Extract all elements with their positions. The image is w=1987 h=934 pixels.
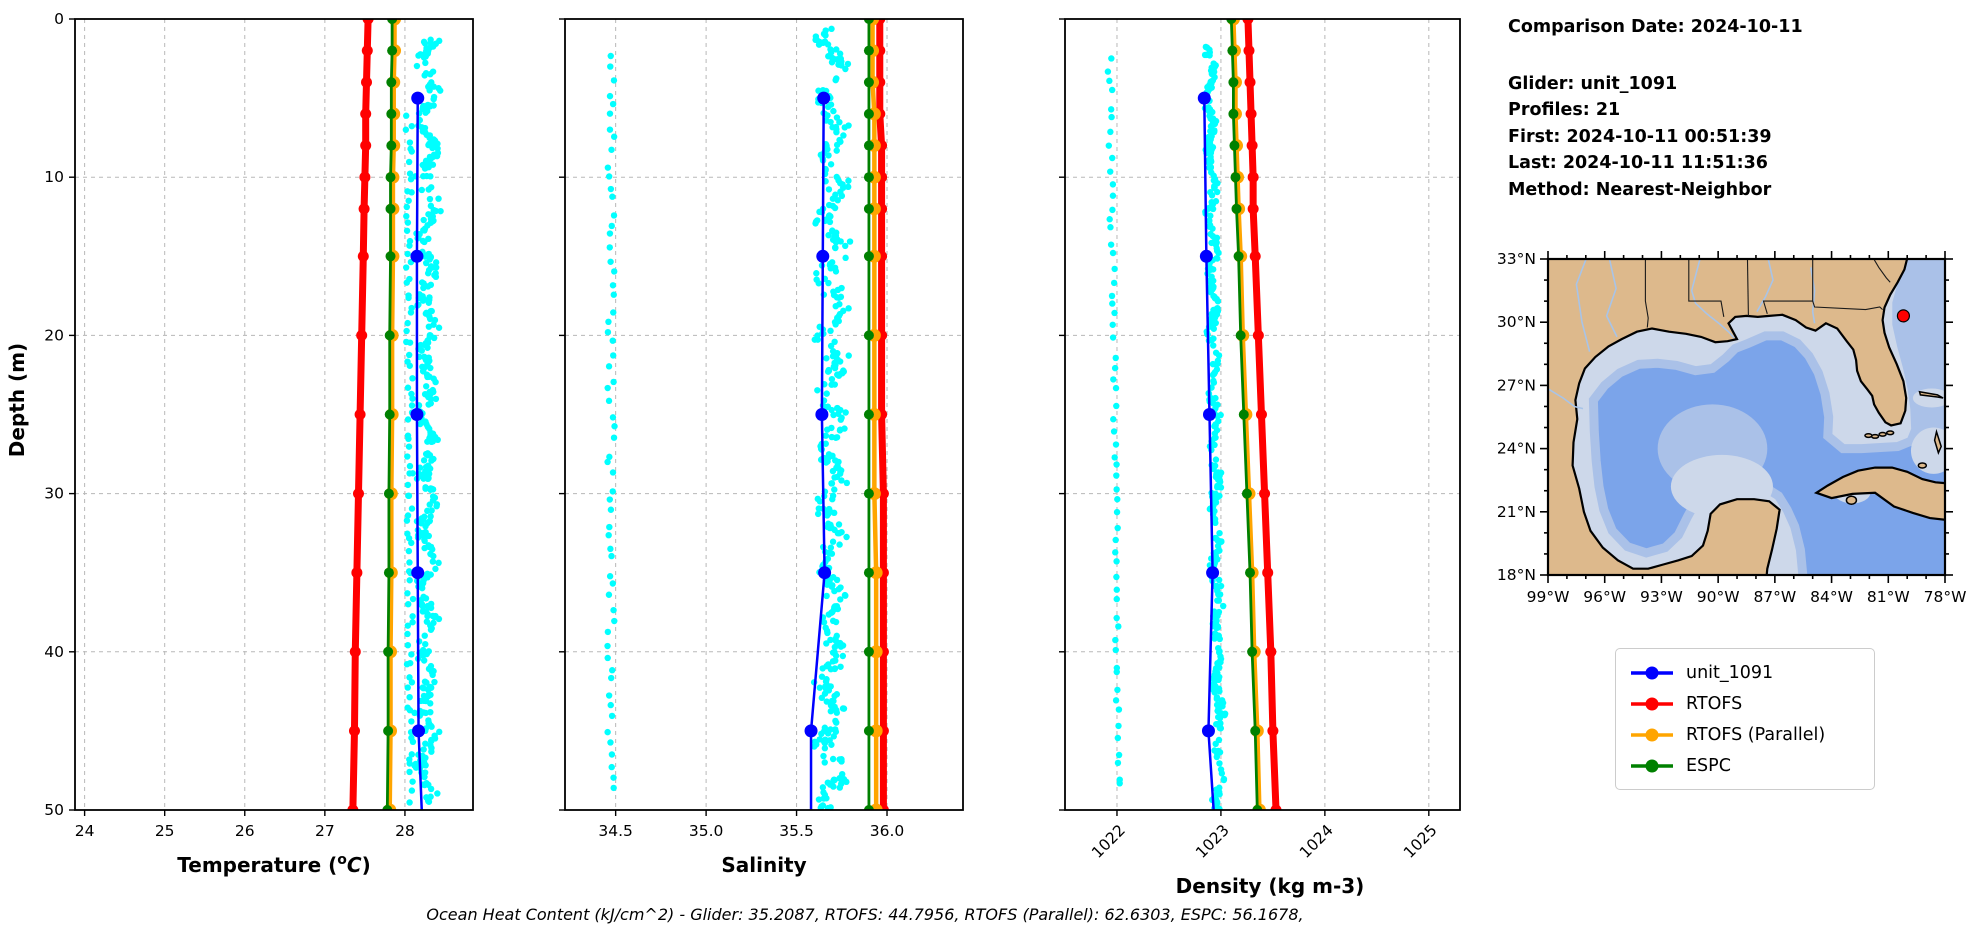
- svg-text:1024: 1024: [1296, 821, 1337, 862]
- svg-text:0: 0: [54, 10, 64, 28]
- glider-raw-points: [604, 25, 854, 810]
- first-timestamp-text: First: 2024-10-11 00:51:39: [1508, 126, 1772, 147]
- svg-text:26: 26: [235, 822, 255, 840]
- svg-text:10: 10: [44, 168, 64, 186]
- svg-text:27°N: 27°N: [1497, 376, 1536, 394]
- density-profile-plot: 1022 1023 1024 1025 Density (kg m-3): [1059, 18, 1461, 898]
- y-axis-label: Depth (m): [5, 343, 29, 457]
- glider-location-marker: [1896, 309, 1911, 323]
- series-unit-1091: [410, 91, 426, 810]
- legend-line-dot-swatch: [1631, 728, 1673, 741]
- series-unit-1091: [1197, 91, 1220, 810]
- legend-item-rtofs-parallel: RTOFS (Parallel): [1628, 724, 1862, 746]
- isla-juventud: [1845, 495, 1858, 505]
- svg-text:35.0: 35.0: [689, 822, 724, 840]
- series-rtofs: [347, 19, 374, 810]
- axis-ticks: [1059, 18, 1430, 816]
- svg-text:81°W: 81°W: [1867, 588, 1910, 606]
- legend-label: ESPC: [1686, 755, 1731, 776]
- axis-ticks: [559, 18, 888, 816]
- svg-text:96°W: 96°W: [1583, 588, 1626, 606]
- legend-line-dot-swatch: [1631, 697, 1673, 710]
- svg-text:30: 30: [44, 485, 64, 503]
- map-ticks: [1540, 251, 1953, 583]
- axes-frame: [1064, 18, 1461, 811]
- axes-frame: [564, 18, 964, 811]
- svg-text:78°W: 78°W: [1924, 588, 1967, 606]
- series-espc: [1226, 19, 1263, 810]
- method-text: Method: Nearest-Neighbor: [1508, 179, 1772, 200]
- svg-text:28: 28: [395, 822, 415, 840]
- map-body: [1548, 259, 1945, 575]
- svg-text:50: 50: [44, 801, 64, 819]
- temperature-profile-plot: 24 25 26 27 28 0 10 20 30 40 50 Temperature (oC) Dep…: [5, 10, 474, 877]
- svg-text:40: 40: [44, 643, 64, 661]
- gulf-of-mexico-map: 33°N 30°N 27°N 24°N 21°N 18°N 99°W 96°W 93°W 90°W…: [1497, 250, 1966, 606]
- salinity-profile-plot: 34.5 35.0 35.5 36.0 Salinity: [559, 18, 964, 877]
- axis-tick-labels: 34.5 35.0 35.5 36.0: [598, 822, 904, 840]
- svg-text:90°W: 90°W: [1697, 588, 1740, 606]
- svg-text:30°N: 30°N: [1497, 313, 1536, 331]
- map-tick-labels: 33°N 30°N 27°N 24°N 21°N 18°N 99°W 96°W 93°W 90°W…: [1497, 250, 1966, 606]
- series-espc: [382, 19, 398, 810]
- mainland: [1548, 259, 1909, 575]
- svg-text:1025: 1025: [1400, 821, 1441, 862]
- svg-text:24: 24: [75, 822, 95, 840]
- legend-line-dot-swatch: [1631, 759, 1673, 772]
- svg-text:35.5: 35.5: [779, 822, 814, 840]
- glider-raw-points: [402, 36, 444, 806]
- svg-text:25: 25: [155, 822, 175, 840]
- x-axis-label: Salinity: [721, 853, 806, 877]
- glider-name-text: Glider: unit_1091: [1508, 73, 1678, 94]
- series-rtofs: [1242, 19, 1282, 810]
- ohc-footer: Ocean Heat Content (kJ/cm^2) - Glider: 3…: [426, 905, 1304, 924]
- state-borders: [1644, 259, 1891, 328]
- axis-ticks: [69, 18, 406, 816]
- svg-text:93°W: 93°W: [1640, 588, 1683, 606]
- profiles-count-text: Profiles: 21: [1508, 100, 1621, 120]
- legend-item-rtofs: RTOFS: [1628, 693, 1862, 715]
- legend-line-dot-swatch: [1631, 666, 1673, 679]
- legend-label: RTOFS (Parallel): [1686, 724, 1826, 745]
- series-espc: [863, 19, 874, 810]
- svg-text:18°N: 18°N: [1497, 566, 1536, 584]
- x-axis-label: Temperature (oC): [177, 852, 370, 877]
- info-panel: Comparison Date: 2024-10-11 Glider: unit…: [1508, 14, 1948, 203]
- legend-label: RTOFS: [1686, 693, 1743, 714]
- cuba: [1813, 466, 1945, 521]
- svg-text:1023: 1023: [1192, 821, 1233, 862]
- svg-text:87°W: 87°W: [1753, 588, 1796, 606]
- svg-text:33°N: 33°N: [1497, 250, 1536, 268]
- svg-text:1022: 1022: [1088, 821, 1129, 862]
- svg-text:36.0: 36.0: [870, 822, 905, 840]
- svg-text:20: 20: [44, 326, 64, 344]
- grid: [565, 18, 963, 811]
- svg-text:99°W: 99°W: [1527, 588, 1570, 606]
- axis-tick-labels: 1022 1023 1024 1025: [1088, 821, 1440, 862]
- x-axis-label: Density (kg m-3): [1176, 874, 1365, 898]
- svg-text:27: 27: [315, 822, 335, 840]
- bahama-bank: [1910, 427, 1945, 474]
- series-unit-1091: [804, 91, 832, 810]
- axes-frame: [74, 18, 474, 811]
- legend-label: unit_1091: [1686, 662, 1774, 683]
- legend: unit_1091 RTOFS RTOFS (Parallel) ESPC: [1615, 648, 1875, 790]
- legend-item-unit-1091: unit_1091: [1628, 662, 1862, 684]
- svg-text:21°N: 21°N: [1497, 503, 1536, 521]
- svg-text:84°W: 84°W: [1810, 588, 1853, 606]
- last-timestamp-text: Last: 2024-10-11 11:51:36: [1508, 153, 1768, 173]
- comparison-date-text: Comparison Date: 2024-10-11: [1508, 17, 1803, 37]
- legend-item-espc: ESPC: [1628, 755, 1862, 777]
- axis-tick-labels: 24 25 26 27 28 0 10 20 30 40 50: [44, 10, 415, 840]
- map-frame: [1546, 257, 1947, 577]
- svg-text:34.5: 34.5: [598, 822, 633, 840]
- svg-text:24°N: 24°N: [1497, 440, 1536, 458]
- islands: [1864, 390, 1944, 469]
- series-rtofs-parallel-: [866, 19, 883, 810]
